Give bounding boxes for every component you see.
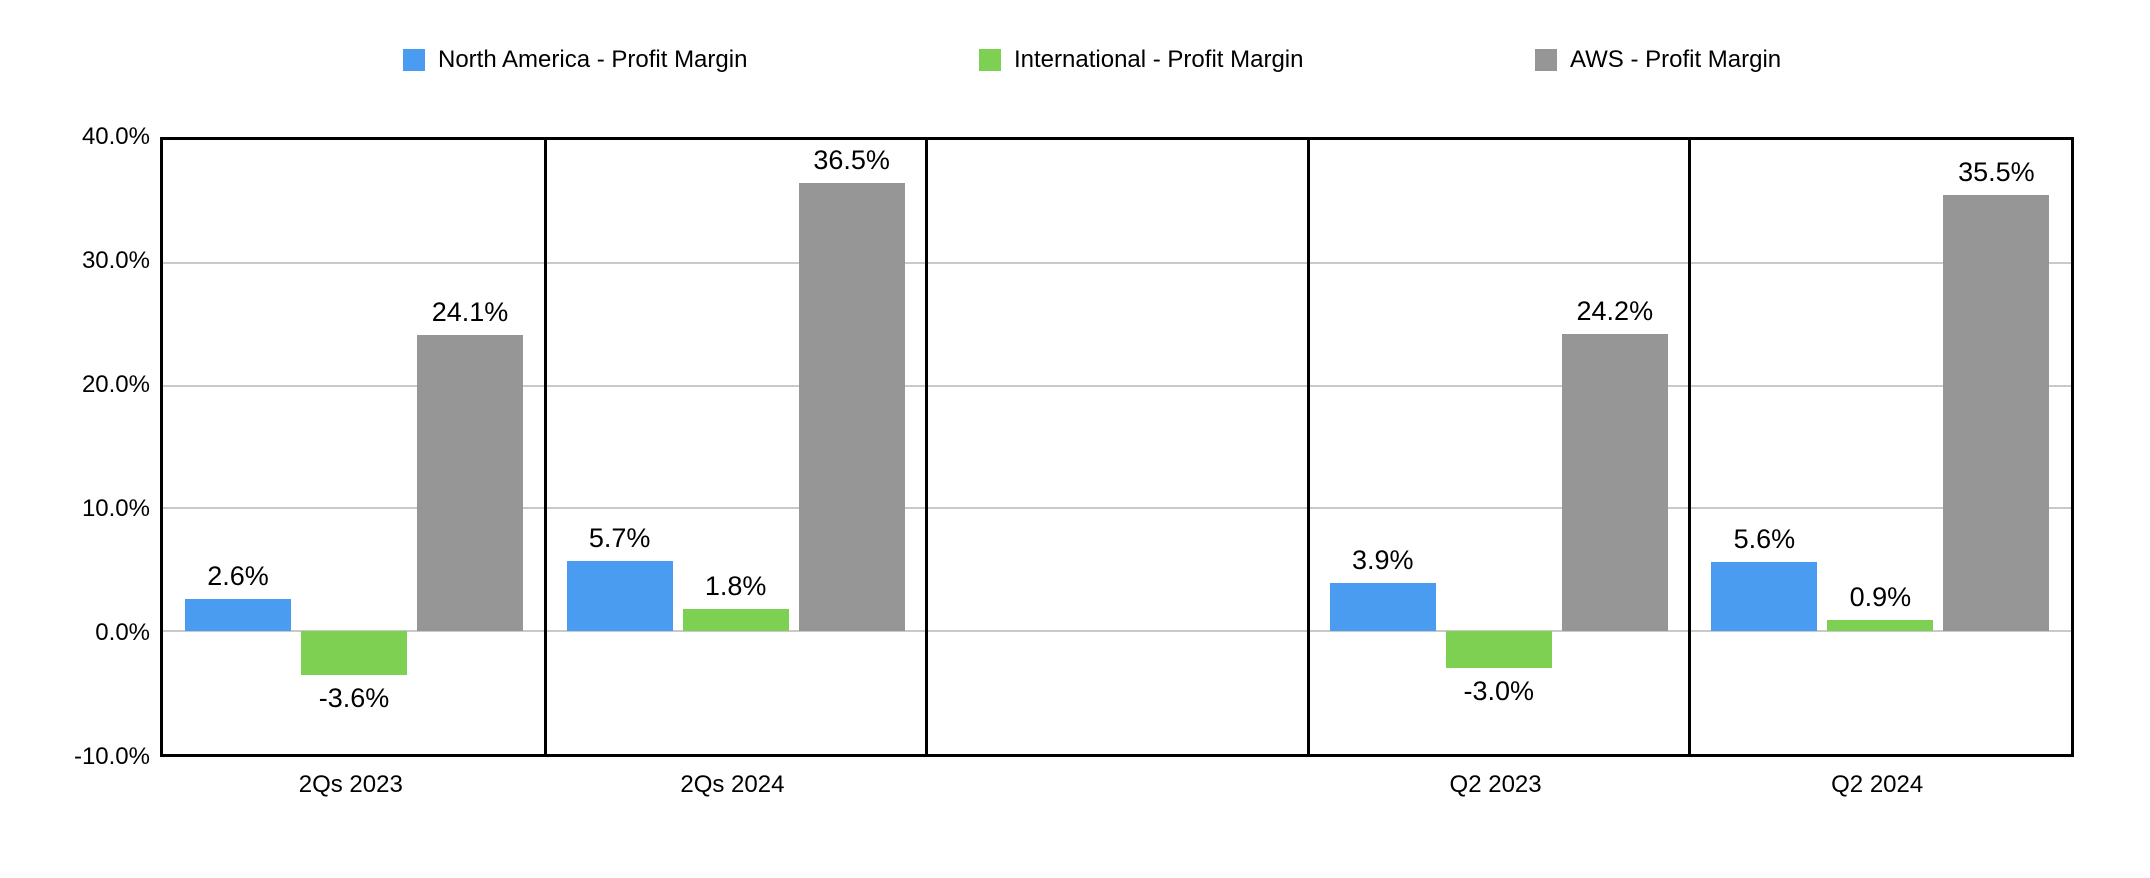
bar-value-label-north-america-2qs-2024: 5.7% [588, 523, 651, 554]
bar-aws-2qs-2024 [798, 182, 905, 632]
bar-value-label-aws-q2-2023: 24.2% [1576, 296, 1654, 327]
bar-value-label-international-q2-2023: -3.0% [1463, 676, 1535, 707]
bar-international-2qs-2024 [682, 609, 789, 632]
bar-international-2qs-2023 [301, 631, 407, 676]
y-tick-label-0-0: 0.0% [95, 619, 150, 646]
bar-value-label-north-america-q2-2023: 3.9% [1352, 545, 1414, 576]
gridline-30-0 [163, 261, 2071, 264]
bar-north-america-q2-2023 [1329, 583, 1436, 632]
legend-label: International - Profit Margin [1014, 46, 1304, 73]
bar-international-q2-2023 [1445, 631, 1552, 669]
bar-value-label-aws-2qs-2024: 36.5% [813, 144, 890, 175]
x-axis-label-q2-2024: Q2 2024 [1831, 771, 1924, 798]
panel-divider-2 [925, 140, 928, 754]
bar-north-america-q2-2024 [1711, 562, 1818, 632]
gridline-20-0 [163, 384, 2071, 387]
y-tick-label-10-0: 10.0% [81, 495, 150, 522]
plot-area: 2.6% 5.7% 3.9% 5.6% -3.6% 1.8% -3.0% 0.9% 24.1% 3… [160, 137, 2074, 757]
legend-item-north-america-profit-margin: North America - Profit Margin [403, 48, 747, 72]
bar-north-america-2qs-2024 [566, 561, 673, 632]
x-axis-label-2qs-2024: 2Qs 2024 [680, 771, 785, 798]
panel-divider-3 [1307, 140, 1310, 754]
legend-item-international-profit-margin: International - Profit Margin [979, 48, 1303, 72]
x-axis-label-q2-2023: Q2 2023 [1449, 771, 1542, 798]
y-tick-label-30-0: 30.0% [81, 247, 150, 274]
bar-north-america-2qs-2023 [185, 599, 291, 632]
panel-divider-1 [544, 140, 547, 754]
bar-international-q2-2024 [1827, 620, 1934, 632]
bar-aws-q2-2024 [1943, 195, 2050, 632]
y-tick-label-20-0: 20.0% [81, 371, 150, 398]
legend-swatch-aws-profit-margin [1535, 49, 1557, 71]
y-tick-label-40-0: 40.0% [81, 123, 150, 150]
legend-item-aws-profit-margin: AWS - Profit Margin [1535, 48, 1781, 72]
legend-label: North America - Profit Margin [438, 46, 748, 73]
x-axis-label-2qs-2023: 2Qs 2023 [298, 771, 403, 798]
legend-swatch-international-profit-margin [979, 49, 1001, 71]
bar-value-label-international-q2-2024: 0.9% [1849, 582, 1912, 613]
gridline-10-0 [163, 507, 2071, 510]
bar-value-label-international-2qs-2024: 1.8% [704, 571, 767, 602]
bar-aws-q2-2023 [1561, 334, 1668, 632]
y-tick-label-10-0: -10.0% [73, 743, 150, 770]
bar-value-label-international-2qs-2023: -3.6% [318, 683, 390, 714]
gridline-0-0 [163, 630, 2071, 633]
bar-value-label-aws-2qs-2023: 24.1% [431, 297, 509, 328]
panel-divider-4 [1688, 140, 1691, 754]
legend-label: AWS - Profit Margin [1570, 46, 1782, 73]
bar-aws-2qs-2023 [417, 335, 523, 632]
bar-value-label-north-america-q2-2024: 5.6% [1733, 524, 1796, 555]
bar-value-label-aws-q2-2024: 35.5% [1958, 157, 2035, 188]
legend-swatch-north-america-profit-margin [403, 49, 425, 71]
bar-value-label-north-america-2qs-2023: 2.6% [207, 561, 269, 592]
